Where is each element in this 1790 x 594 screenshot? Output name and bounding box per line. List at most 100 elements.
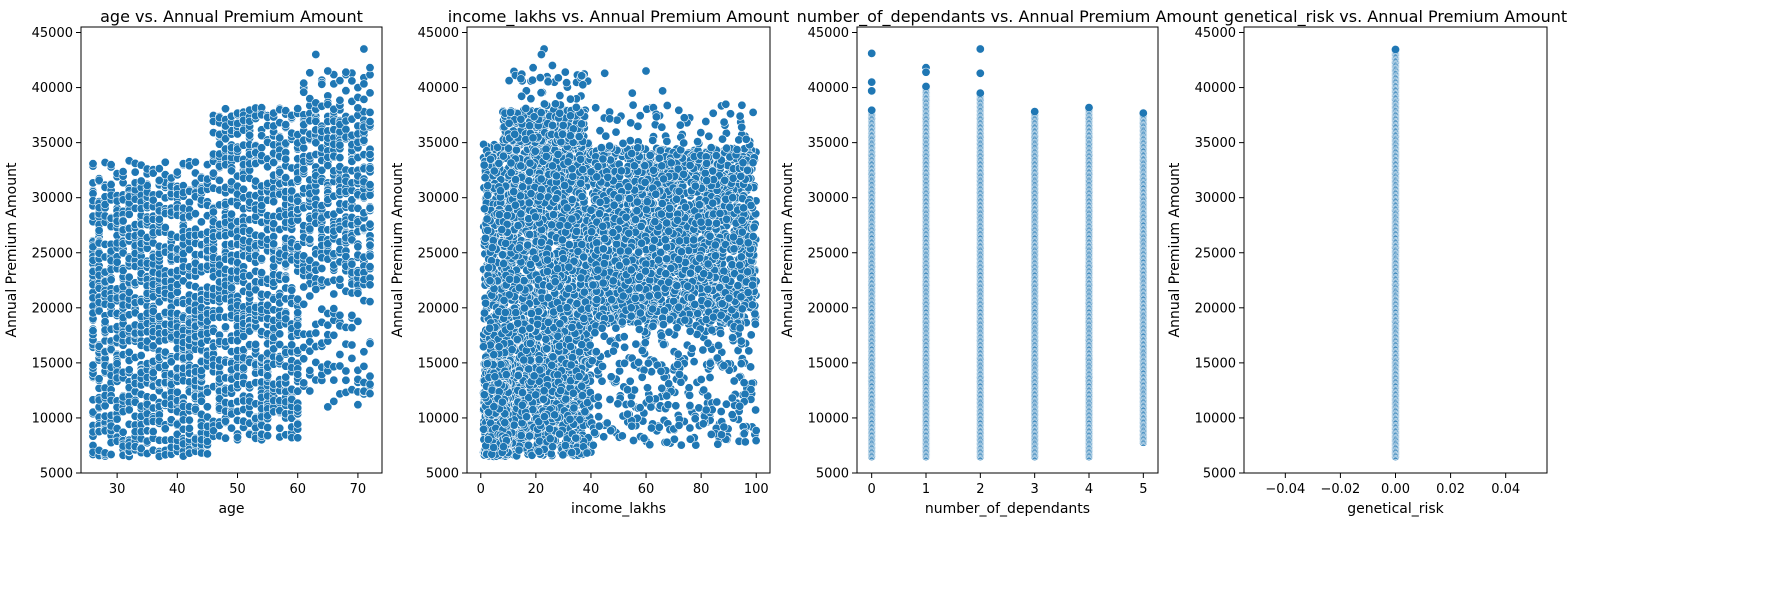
scatter-point xyxy=(161,158,169,166)
scatter-point xyxy=(221,105,229,113)
scatter-point xyxy=(300,144,308,152)
scatter-point xyxy=(354,289,362,297)
scatter-point xyxy=(125,406,133,414)
scatter-point xyxy=(360,362,368,370)
x-tick-label: 60 xyxy=(289,482,306,497)
scatter-point xyxy=(161,223,169,231)
scatter-point xyxy=(330,304,338,312)
scatter-point xyxy=(294,370,302,378)
scatter-point xyxy=(568,353,576,361)
scatter-point xyxy=(525,199,533,207)
y-tick-label: 35000 xyxy=(32,136,73,151)
scatter-point xyxy=(131,168,139,176)
scatter-point xyxy=(318,264,326,272)
scatter-point xyxy=(257,268,265,276)
scatter-point xyxy=(366,108,374,116)
x-tick-label: 40 xyxy=(169,482,186,497)
scatter-point xyxy=(520,277,528,285)
scatter-point xyxy=(548,361,556,369)
scatter-point xyxy=(276,330,284,338)
scatter-point xyxy=(137,177,145,185)
scatter-point xyxy=(89,160,97,168)
scatter-point xyxy=(360,95,368,103)
scatter-point xyxy=(366,252,374,260)
scatter-point xyxy=(173,168,181,176)
scatter-point xyxy=(518,388,526,396)
scatter-point xyxy=(330,397,338,405)
scatter-point xyxy=(559,451,567,459)
scatter-point xyxy=(221,323,229,331)
scatter-point xyxy=(336,153,344,161)
scatter-point xyxy=(185,424,193,432)
scatter-point xyxy=(354,243,362,251)
scatter-point xyxy=(336,96,344,104)
scatter-point xyxy=(263,431,271,439)
scatter-point xyxy=(300,379,308,387)
scatter-point xyxy=(330,376,338,384)
scatter-point xyxy=(294,434,302,442)
scatter-point xyxy=(543,345,551,353)
scatter-point xyxy=(89,327,97,335)
scatter-point xyxy=(366,297,374,305)
scatter-point xyxy=(481,299,489,307)
scatter-point xyxy=(149,427,157,435)
scatter-point xyxy=(515,446,523,454)
scatter-point xyxy=(499,260,507,268)
scatter-point xyxy=(348,341,356,349)
scatter-point xyxy=(209,208,217,216)
scatter-point xyxy=(294,321,302,329)
scatter-point xyxy=(342,367,350,375)
x-axis-label: age xyxy=(218,501,244,517)
scatter-point xyxy=(203,450,211,458)
scatter-point xyxy=(312,50,320,58)
scatter-point xyxy=(360,136,368,144)
scatter-point xyxy=(562,395,570,403)
scatter-point xyxy=(480,309,488,317)
scatter-point xyxy=(336,311,344,319)
scatter-point xyxy=(191,158,199,166)
scatter-point xyxy=(568,195,576,203)
scatter-point xyxy=(233,433,241,441)
scatter-point xyxy=(113,415,121,423)
x-tick-label: 70 xyxy=(350,482,367,497)
scatter-point xyxy=(119,428,127,436)
scatter-point xyxy=(366,89,374,97)
scatter-point xyxy=(113,359,121,367)
scatter-point xyxy=(554,332,562,340)
scatter-point xyxy=(312,285,320,293)
scatter-point xyxy=(348,77,356,85)
scatter-point xyxy=(107,450,115,458)
scatter-point xyxy=(354,317,362,325)
scatter-point xyxy=(294,420,302,428)
scatter-point xyxy=(360,80,368,88)
scatter-point xyxy=(366,164,374,172)
scatter-point xyxy=(288,286,296,294)
scatter-point xyxy=(251,340,259,348)
x-tick-label: 30 xyxy=(109,482,126,497)
scatter-point xyxy=(360,45,368,53)
scatter-point xyxy=(185,353,193,361)
scatter-point xyxy=(366,281,374,289)
scatter-point xyxy=(306,235,314,243)
scatter-point xyxy=(269,198,277,206)
scatter-point xyxy=(227,284,235,292)
scatter-point xyxy=(366,150,374,158)
scatter-point xyxy=(481,174,489,182)
y-tick-label: 10000 xyxy=(32,411,73,426)
scatter-point xyxy=(95,176,103,184)
y-tick-label: 5000 xyxy=(40,467,73,482)
scatter-point xyxy=(161,425,169,433)
scatter-point xyxy=(330,331,338,339)
y-tick-label: 15000 xyxy=(32,356,73,371)
scatter-point xyxy=(221,417,229,425)
scatter-point xyxy=(556,221,564,229)
scatter-point xyxy=(342,87,350,95)
scatter-point xyxy=(119,217,127,225)
subplot-1: 5000100001500020000250003000035000400004… xyxy=(4,7,382,517)
scatter-point xyxy=(366,117,374,125)
scatter-point xyxy=(203,403,211,411)
x-tick-label: 50 xyxy=(229,482,246,497)
scatter-point xyxy=(348,354,356,362)
